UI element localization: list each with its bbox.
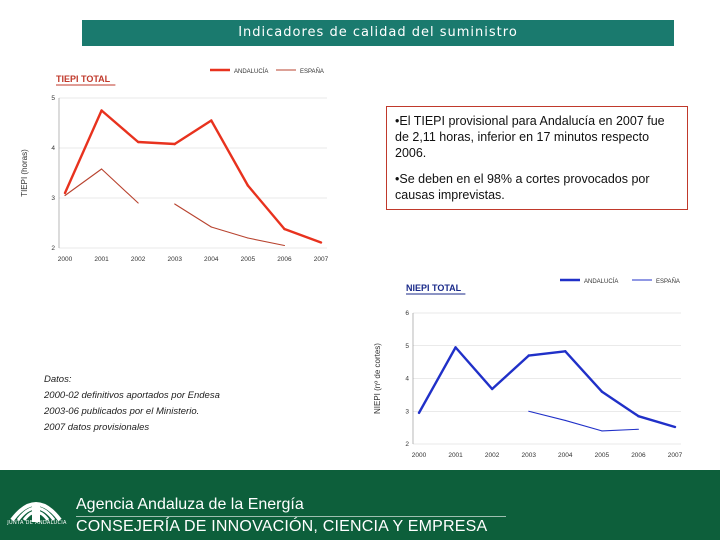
x-tick-label: 2002 (485, 452, 500, 459)
summary-bullet-2: •Se deben en el 98% a cortes provocados … (395, 172, 650, 202)
series-line-segment (417, 346, 457, 415)
ministry-name: CONSEJERÍA DE INNOVACIÓN, CIENCIA Y EMPR… (76, 518, 488, 535)
x-tick-label: 2001 (448, 452, 463, 459)
x-tick-label: 2006 (631, 452, 646, 459)
x-tick-label: 2002 (131, 256, 146, 263)
data-notes-line-2: 2003-06 publicados por el Ministerio. (44, 406, 200, 417)
x-tick-label: 2004 (558, 452, 573, 459)
x-tick-label: 2000 (412, 452, 427, 459)
x-tick-label: 2005 (241, 256, 256, 263)
y-tick-label: 2 (51, 245, 55, 252)
series-line-segment (246, 184, 286, 231)
y-tick-label: 5 (51, 95, 55, 102)
summary-textbox: •El TIEPI provisional para Andalucía en … (386, 106, 688, 210)
footer-divider (76, 516, 506, 517)
x-tick-label: 2007 (668, 452, 683, 459)
x-tick-label: 2003 (521, 452, 536, 459)
series-line-segment (490, 354, 530, 391)
series-line-segment (564, 419, 603, 432)
summary-bullet-1: •El TIEPI provisional para Andalucía en … (395, 114, 665, 160)
x-tick-label: 2005 (595, 452, 610, 459)
x-tick-label: 2004 (204, 256, 219, 263)
series-line-segment (101, 168, 139, 204)
agency-name: Agencia Andaluza de la Energía (76, 496, 304, 513)
legend-label: ANDALUCÍA (584, 278, 618, 285)
y-tick-label: 6 (405, 310, 409, 317)
x-tick-label: 2001 (94, 256, 109, 263)
series-line-segment (100, 109, 140, 144)
data-notes-line-1: 2000-02 definitivos aportados por Endesa (44, 390, 220, 401)
y-axis-label: TIEPI (horas) (20, 149, 29, 197)
logo-caption: JUNTA DE ANDALUCIA (7, 520, 67, 526)
y-tick-label: 4 (51, 145, 55, 152)
legend-label: ESPAÑA (300, 68, 324, 75)
page-title: Indicadores de calidad del suministro (82, 20, 674, 46)
data-notes-line-3: 2007 datos provisionales (44, 422, 150, 433)
series-line-segment (247, 237, 285, 247)
series-line-segment (600, 390, 640, 418)
series-line-segment (601, 428, 639, 432)
series-line-segment (174, 203, 212, 228)
legend-label: ESPAÑA (656, 278, 680, 285)
series-line-segment (528, 410, 566, 421)
y-tick-label: 3 (405, 408, 409, 415)
series-line-segment (527, 350, 567, 357)
y-tick-label: 5 (405, 343, 409, 350)
charts-canvas: TIEPI TOTAL ANDALUCÍA ESPAÑA 2 3 4 5 TIEPI (hor… (20, 68, 683, 459)
footer-banner: JUNTA DE ANDALUCIA Agencia Andaluza de l… (0, 470, 720, 540)
legend-label: ANDALUCÍA (234, 68, 268, 75)
data-notes-title: Datos: (44, 374, 72, 385)
series-line-segment (210, 226, 249, 239)
series-line-segment (210, 119, 250, 187)
x-tick-label: 2000 (58, 256, 73, 263)
y-tick-label: 2 (405, 441, 409, 448)
series-line-segment (63, 109, 103, 195)
series-line-segment (136, 140, 176, 146)
series-line-segment (564, 350, 604, 393)
tiepi-chart: TIEPI TOTAL ANDALUCÍA ESPAÑA 2 3 4 5 TIEPI (hor… (20, 68, 329, 263)
series-line-segment (64, 168, 103, 197)
niepi-chart: NIEPI TOTAL ANDALUCÍA ESPAÑA 2 3 4 5 6 NIEPI (nº… (373, 278, 683, 459)
series-line-segment (173, 119, 213, 146)
chart-title: NIEPI TOTAL (406, 283, 462, 293)
series-line-segment (283, 227, 323, 244)
x-tick-label: 2003 (167, 256, 182, 263)
y-axis-label: NIEPI (nº de cortes) (373, 343, 382, 414)
chart-title: TIEPI TOTAL (56, 74, 111, 84)
y-tick-label: 4 (405, 376, 409, 383)
x-tick-label: 2006 (277, 256, 292, 263)
series-line-segment (637, 414, 677, 429)
junta-andalucia-logo-icon (10, 502, 62, 522)
x-tick-label: 2007 (314, 256, 329, 263)
y-tick-label: 3 (51, 195, 55, 202)
data-notes: Datos: 2000-02 definitivos aportados por… (44, 372, 324, 436)
series-line-segment (454, 346, 494, 391)
